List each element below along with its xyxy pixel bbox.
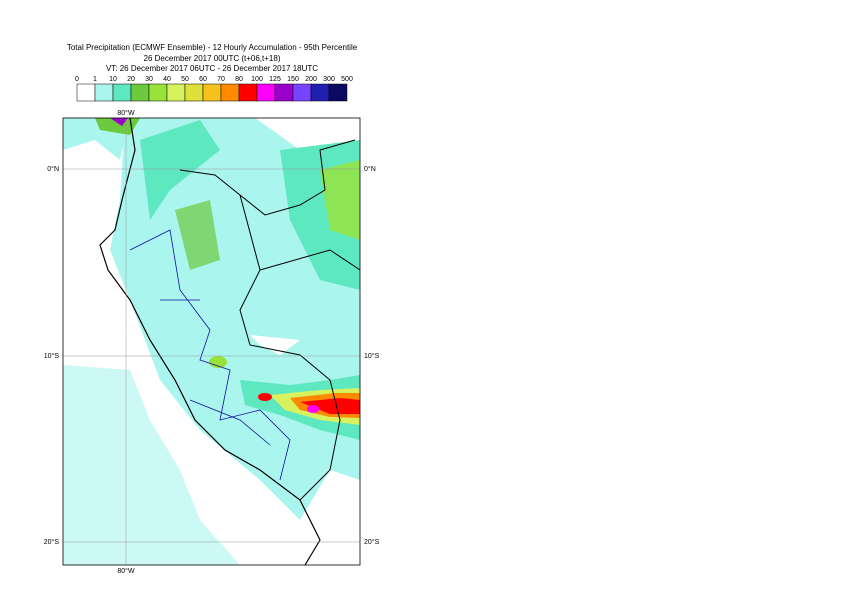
legend-label: 100 <box>251 76 263 83</box>
legend-swatch <box>76 83 96 102</box>
legend-swatch <box>130 83 150 102</box>
legend-label: 40 <box>163 76 171 83</box>
legend-swatch <box>292 83 312 102</box>
legend-label: 80 <box>235 76 243 83</box>
lat-label: 10°S <box>44 352 60 360</box>
legend-swatch <box>220 83 240 102</box>
legend-swatch <box>112 83 132 102</box>
legend: 0 1 10 20 30 40 50 60 70 80 100 125 150 200 300 500 <box>75 76 353 102</box>
lat-label: 0°N <box>364 165 376 173</box>
valid-time: VT: 26 December 2017 06UTC - 26 December… <box>106 64 318 73</box>
legend-swatch <box>166 83 186 102</box>
lat-label: 20°S <box>364 538 380 546</box>
lat-label: 20°S <box>44 538 60 546</box>
legend-label: 0 <box>75 76 79 83</box>
legend-swatch <box>148 83 168 102</box>
legend-swatch <box>256 83 276 102</box>
legend-label: 125 <box>269 76 281 83</box>
legend-label: 300 <box>323 76 335 83</box>
lat-label: 10°S <box>364 352 380 360</box>
legend-label: 500 <box>341 76 353 83</box>
map <box>63 118 360 565</box>
lon-label: 80°W <box>117 567 135 575</box>
legend-swatch <box>184 83 204 102</box>
legend-swatch <box>274 83 294 102</box>
lon-label: 80°W <box>117 109 135 117</box>
base-time: 26 December 2017 00UTC (t+06,t+18) <box>144 54 281 63</box>
legend-swatch <box>328 83 348 102</box>
legend-swatch <box>238 83 258 102</box>
legend-swatch <box>94 83 114 102</box>
legend-label: 10 <box>109 76 117 83</box>
legend-label: 50 <box>181 76 189 83</box>
legend-label: 1 <box>93 76 97 83</box>
legend-label: 150 <box>287 76 299 83</box>
legend-label: 70 <box>217 76 225 83</box>
legend-swatch <box>202 83 222 102</box>
map-frame <box>62 117 361 566</box>
title: Total Precipitation (ECMWF Ensemble) - 1… <box>67 43 358 52</box>
legend-label: 200 <box>305 76 317 83</box>
legend-swatch <box>310 83 330 102</box>
lat-label: 0°N <box>47 165 59 173</box>
legend-label: 60 <box>199 76 207 83</box>
legend-label: 30 <box>145 76 153 83</box>
legend-label: 20 <box>127 76 135 83</box>
